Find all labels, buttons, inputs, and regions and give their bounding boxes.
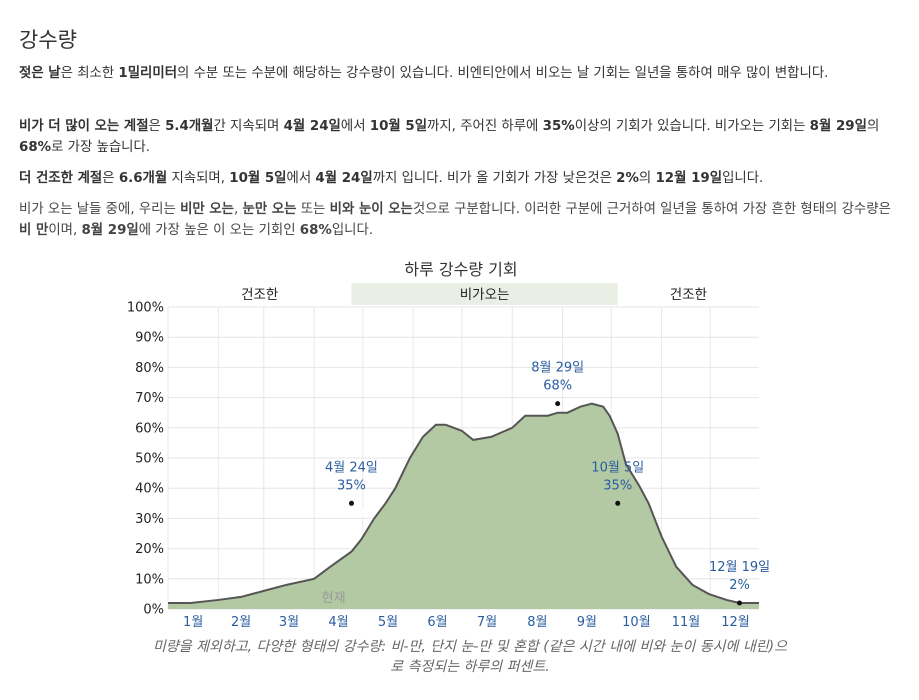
y-tick-label: 20% <box>135 542 164 557</box>
body-text: , <box>234 202 243 218</box>
annotation-value: 2% <box>729 578 750 593</box>
body-text: 까지 입니다. 비가 올 기회가 가장 낮은것은 <box>372 171 617 187</box>
annotation-date: 10월 5일 <box>591 460 644 475</box>
annotation-date: 4월 24일 <box>325 460 378 475</box>
chart-title: 하루 강수량 기회 <box>404 260 517 279</box>
annotation-point <box>615 500 621 506</box>
y-tick-label: 0% <box>143 603 164 618</box>
body-text: 의 수분 또는 수분에 해당하는 강수량이 있습니다. 비엔티안에서 비오는 날… <box>177 66 829 82</box>
body-text: 입니다. <box>722 171 764 187</box>
body-text: 또는 <box>296 202 330 218</box>
annotation-value: 68% <box>543 379 572 394</box>
body-text: 은 <box>148 119 166 135</box>
highlight-text: 더 건조한 계절 <box>19 171 103 187</box>
season-band <box>351 283 618 305</box>
annotation-value: 35% <box>337 478 366 493</box>
body-text: 이상의 기회가 있습니다. 비가오는 기회는 <box>574 119 810 135</box>
body-text: 에서 <box>340 119 370 135</box>
highlight-text: 비만 오는 <box>180 202 235 218</box>
area-series-label: 비 <box>361 506 374 522</box>
body-text: 에서 <box>286 171 316 187</box>
body-text: 의 <box>866 119 880 135</box>
annotation-point <box>348 500 354 506</box>
highlight-text: 12월 19일 <box>655 171 723 187</box>
paragraph-wet-season: 비가 더 많이 오는 계절은 5.4개월간 지속되며 4월 24일에서 10월 … <box>19 116 899 158</box>
body-text: 에 가장 높은 이 오는 기회인 <box>138 223 300 239</box>
highlight-text: 68% <box>299 223 332 239</box>
highlight-text: 비가 더 많이 오는 계절 <box>19 119 149 135</box>
highlight-text: 4월 24일 <box>283 119 341 135</box>
y-tick-label: 80% <box>135 361 164 376</box>
highlight-text: 10월 5일 <box>229 171 287 187</box>
highlight-text: 눈만 오는 <box>242 202 297 218</box>
x-tick-label: 2월 <box>231 615 251 630</box>
annotation-point <box>555 401 561 407</box>
y-tick-label: 10% <box>135 572 164 587</box>
current-date-label: 현재 <box>322 591 346 606</box>
body-text: 간 지속되며 <box>213 119 284 135</box>
highlight-text: 젖은 날 <box>19 66 61 82</box>
body-text: 비가 오는 날들 중에, 우리는 <box>19 202 181 218</box>
y-tick-label: 70% <box>135 391 164 406</box>
season-label: 건조한 <box>670 287 707 303</box>
x-tick-label: 4월 <box>328 615 348 630</box>
highlight-text: 5.4개월 <box>165 119 214 135</box>
highlight-text: 6.6개월 <box>118 171 168 187</box>
paragraph-dry-season: 더 건조한 계절은 6.6개월 지속되며, 10월 5일에서 4월 24일까지 … <box>19 168 899 189</box>
y-tick-label: 30% <box>135 512 164 527</box>
body-text: 입니다. <box>331 223 374 239</box>
highlight-text: 35% <box>542 119 575 135</box>
annotation-value: 35% <box>603 478 632 493</box>
x-tick-label: 7월 <box>477 615 497 630</box>
y-tick-label: 50% <box>135 452 164 467</box>
chart-caption: 미량을 제외하고, 다양한 형태의 강수량: 비-만, 단지 눈-만 및 혼합 … <box>153 639 787 675</box>
x-tick-label: 6월 <box>427 615 447 630</box>
body-text: 것으로 구분합니다. 이러한 구분에 근거하여 일년을 통하여 가장 흔한 형태… <box>412 202 891 218</box>
rain-area <box>168 403 759 609</box>
highlight-text: 비와 눈이 오는 <box>329 202 413 218</box>
highlight-text: 8월 29일 <box>809 119 867 135</box>
x-tick-label: 8월 <box>527 615 547 630</box>
x-tick-label: 5월 <box>378 615 398 630</box>
x-tick-label: 3월 <box>279 615 299 630</box>
x-tick-label: 1월 <box>183 615 203 630</box>
highlight-text: 2% <box>616 171 639 187</box>
paragraph-precip-type: 비가 오는 날들 중에, 우리는 비만 오는, 눈만 오는 또는 비와 눈이 오… <box>19 199 899 241</box>
highlight-text: 비 만 <box>19 223 49 239</box>
label-layer: 비현재 4월 24일 35% 8월 29일 68% 10월 5일 35% 12월 19일 2% <box>322 361 770 606</box>
annotation-point <box>737 600 743 606</box>
x-tick-label: 12월 <box>721 615 750 630</box>
rain-line <box>168 402 759 604</box>
season-label: 건조한 <box>241 287 278 303</box>
x-tick-label: 10월 <box>622 615 651 630</box>
season-band-layer: 건조한 비가오는 건조한 <box>241 283 707 305</box>
highlight-text: 10월 5일 <box>369 119 428 135</box>
body-text: 까지, 주어진 하루에 <box>427 119 543 135</box>
body-text: 로 가장 높습니다. <box>51 140 151 156</box>
body-text: 은 최소한 <box>60 66 119 82</box>
highlight-text: 1밀리미터 <box>118 66 178 82</box>
paragraph-wet-day: 젖은 날은 최소한 1밀리미터의 수분 또는 수분에 해당하는 강수량이 있습니… <box>19 63 899 84</box>
x-tick-label: 9월 <box>577 615 597 630</box>
body-text: 이며, <box>48 223 82 239</box>
highlight-text: 4월 24일 <box>315 171 373 187</box>
y-tick-label: 40% <box>135 482 164 497</box>
season-label: 비가오는 <box>460 287 510 303</box>
y-tick-label: 90% <box>135 331 164 346</box>
highlight-text: 68% <box>19 140 52 156</box>
page-title: 강수량 <box>19 28 77 53</box>
x-tick-label: 11월 <box>672 615 701 630</box>
highlight-text: 8월 29일 <box>81 223 139 239</box>
y-tick-label: 60% <box>135 421 164 436</box>
precipitation-chart: 건조한 비가오는 건조한 1월 2월 3월 4월 5월 6월 7월 8월 9월 10월 11월 12월 0%… <box>127 260 770 630</box>
y-tick-label: 100% <box>127 301 164 316</box>
annotation-date: 8월 29일 <box>531 361 584 376</box>
body-text: 은 <box>102 171 119 187</box>
body-text: 의 <box>638 171 656 187</box>
area-layer <box>168 402 759 609</box>
body-text: 지속되며, <box>167 171 230 187</box>
annotation-date: 12월 19일 <box>709 560 770 575</box>
